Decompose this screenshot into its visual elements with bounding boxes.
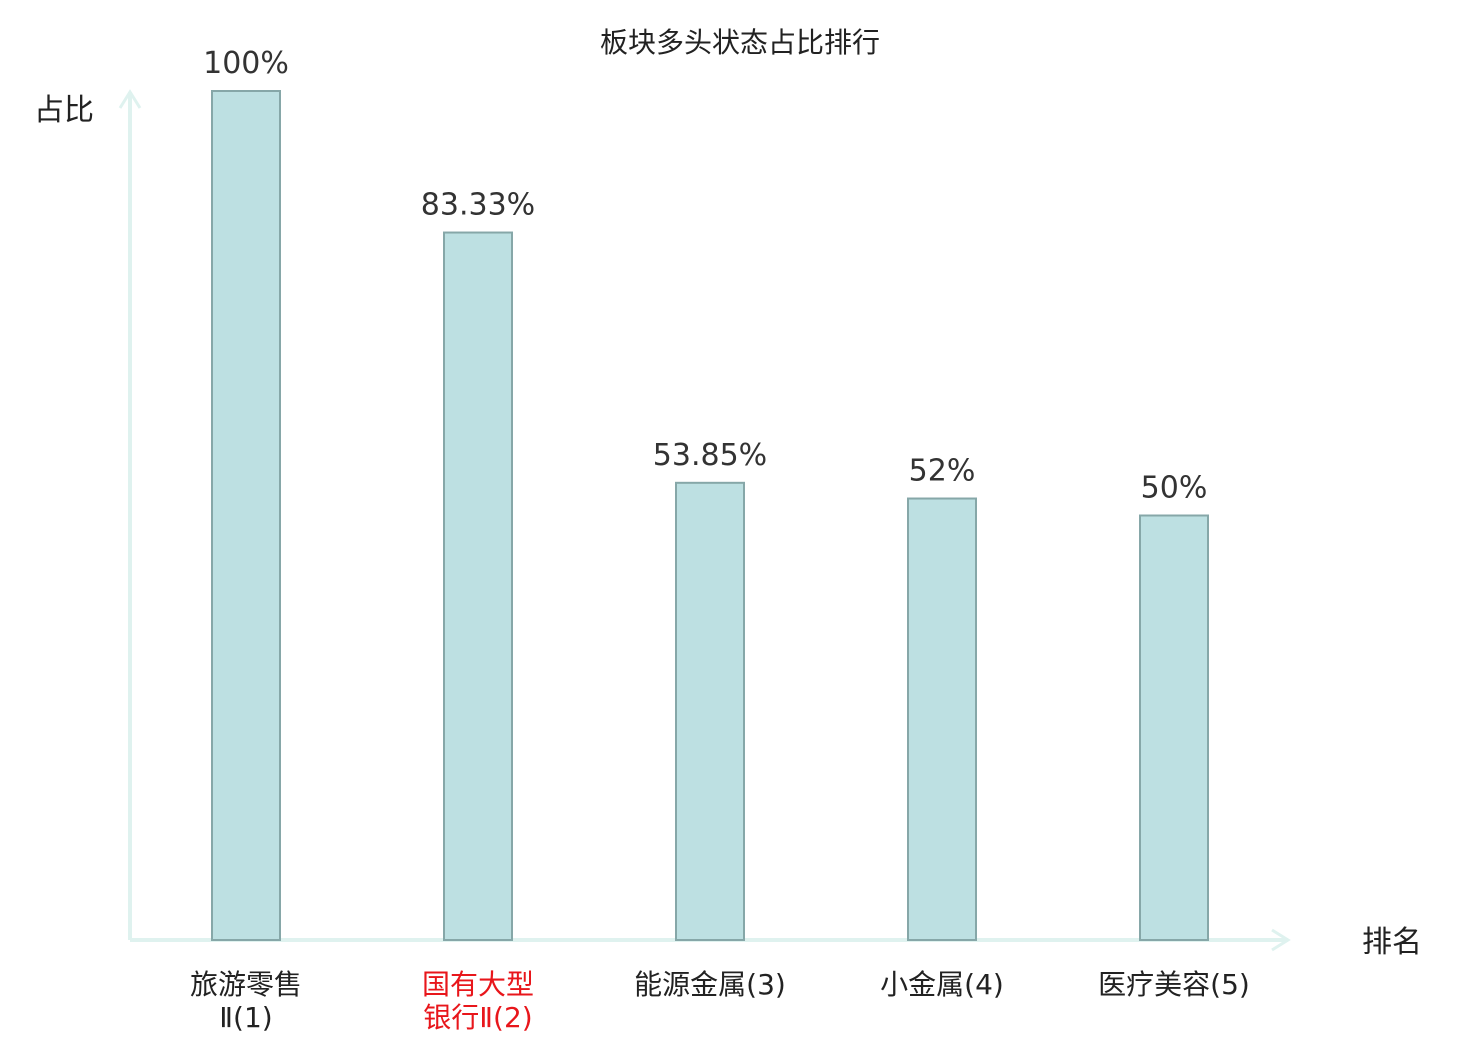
chart-title: 板块多头状态占比排行 — [600, 26, 880, 59]
bar-4 — [907, 497, 977, 941]
value-label-2: 83.33% — [421, 188, 535, 223]
category-label-line: 医疗美容(5) — [1098, 968, 1250, 1001]
bar-1 — [211, 90, 281, 941]
category-label-5: 医疗美容(5) — [1098, 968, 1250, 1001]
y-axis — [118, 89, 142, 940]
category-label-line: 小金属(4) — [880, 968, 1004, 1001]
value-label-4: 52% — [909, 454, 976, 489]
category-label-1: 旅游零售 Ⅱ(1) — [190, 968, 302, 1034]
value-label-3: 53.85% — [653, 438, 767, 473]
category-label-2: 国有大型银行Ⅱ(2) — [422, 968, 534, 1034]
category-label-line: 银行Ⅱ(2) — [423, 1001, 532, 1034]
bars-group — [211, 90, 1209, 941]
category-label-line: 国有大型 — [422, 968, 534, 1001]
value-label-5: 50% — [1141, 471, 1208, 506]
category-label-line: Ⅱ(1) — [219, 1001, 272, 1034]
category-label-line: 能源金属(3) — [634, 968, 786, 1001]
bar-3 — [675, 481, 745, 941]
value-labels-group: 100% 83.33% 53.85% 52% 50% — [203, 46, 1207, 506]
bar-5 — [1139, 514, 1209, 941]
bar-2 — [443, 231, 513, 941]
value-label-1: 100% — [203, 46, 289, 81]
category-label-3: 能源金属(3) — [634, 968, 786, 1001]
y-axis-label: 占比 — [34, 93, 94, 128]
category-label-4: 小金属(4) — [880, 968, 1004, 1001]
category-labels-group: 旅游零售 Ⅱ(1) 国有大型银行Ⅱ(2) 能源金属(3) 小金属(4) 医疗美容(5) — [190, 968, 1250, 1034]
category-label-line: 旅游零售 — [190, 968, 302, 1001]
x-axis-label: 排名 — [1362, 925, 1422, 960]
